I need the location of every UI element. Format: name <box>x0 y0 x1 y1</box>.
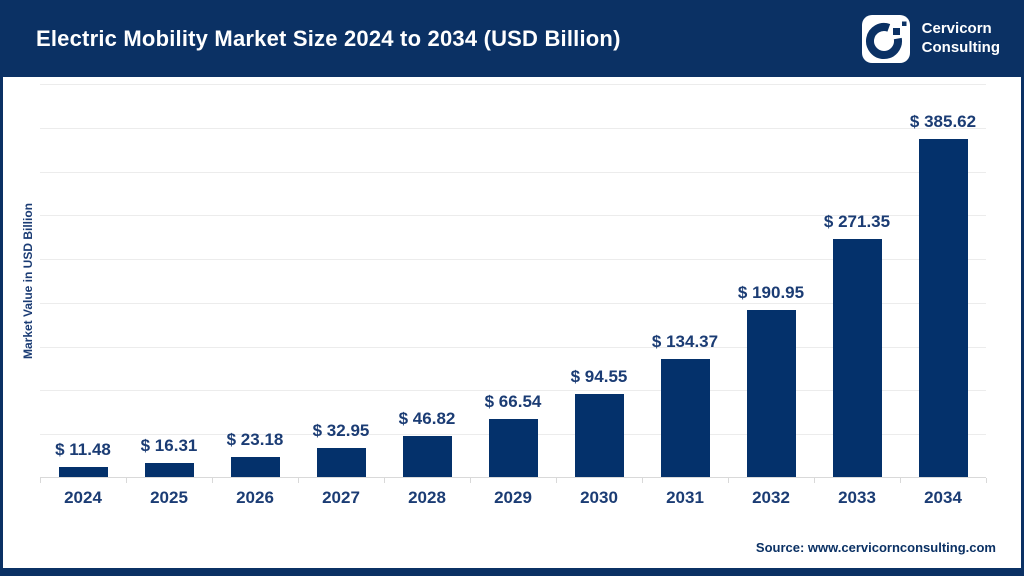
gridline-100 <box>40 390 986 392</box>
gridline-300 <box>40 215 986 217</box>
bottom-border-bar <box>0 568 1024 576</box>
bar-value-label-2027: $ 32.95 <box>312 421 370 441</box>
header-bar: Electric Mobility Market Size 2024 to 20… <box>0 0 1024 77</box>
x-axis-label-2031: 2031 <box>666 488 704 507</box>
source-text: Source: www.cervicornconsulting.com <box>755 540 996 555</box>
bar-2028 <box>402 436 452 477</box>
x-axis-tick <box>728 478 729 483</box>
x-axis-label-2028: 2028 <box>408 488 446 507</box>
bar-2029 <box>488 418 538 477</box>
bar-value-label-2031: $ 134.37 <box>651 332 719 352</box>
brand-name: Cervicorn Consulting <box>922 20 1000 58</box>
gridline-150 <box>40 346 986 348</box>
x-axis-tick <box>470 478 471 483</box>
x-axis-tick <box>986 478 987 483</box>
x-axis-label-2026: 2026 <box>236 488 274 507</box>
gridline-200 <box>40 302 986 304</box>
right-border <box>1021 0 1024 576</box>
x-axis-label-2032: 2032 <box>752 488 790 507</box>
x-axis-tick <box>384 478 385 483</box>
y-axis-title: Market Value in USD Billion <box>21 202 35 360</box>
brand-name-line2: Consulting <box>921 39 1000 56</box>
bar-2030 <box>574 394 624 477</box>
x-axis-label-2034: 2034 <box>924 488 962 507</box>
x-axis-line <box>40 477 986 478</box>
bar-value-label-2029: $ 66.54 <box>484 391 542 411</box>
x-axis-label-2033: 2033 <box>838 488 876 507</box>
page-title: Electric Mobility Market Size 2024 to 20… <box>36 25 621 51</box>
x-axis-label-2027: 2027 <box>322 488 360 507</box>
gridline-250 <box>40 259 986 261</box>
bar-value-label-2026: $ 23.18 <box>226 429 284 449</box>
bar-value-label-2028: $ 46.82 <box>398 409 456 429</box>
bar-2025 <box>144 462 194 477</box>
x-axis-tick <box>298 478 299 483</box>
bar-2026 <box>230 456 280 477</box>
x-axis-tick <box>40 478 41 483</box>
bar-2031 <box>660 359 710 477</box>
bar-2024 <box>58 466 108 477</box>
x-axis-tick <box>814 478 815 483</box>
bar-2027 <box>316 448 366 477</box>
x-axis-label-2029: 2029 <box>494 488 532 507</box>
bar-value-label-2025: $ 16.31 <box>140 435 198 455</box>
bar-2032 <box>746 309 796 477</box>
bar-2033 <box>832 239 882 477</box>
x-axis-tick <box>900 478 901 483</box>
bar-2034 <box>918 139 968 477</box>
bar-chart-plot-area: $ 11.48 2024 $ 16.31 2025 $ 23.18 2026 $ 32.95… <box>40 84 987 507</box>
x-axis-tick <box>556 478 557 483</box>
x-axis-tick <box>126 478 127 483</box>
gridline-450 <box>40 84 986 85</box>
bar-value-label-2033: $ 271.35 <box>823 212 891 232</box>
bar-value-label-2032: $ 190.95 <box>737 282 805 302</box>
bar-value-label-2034: $ 385.62 <box>909 112 977 132</box>
bar-value-label-2030: $ 94.55 <box>570 367 628 387</box>
x-axis-tick <box>642 478 643 483</box>
brand-logo: Cervicorn Consulting <box>861 15 1000 63</box>
x-axis-label-2030: 2030 <box>580 488 618 507</box>
brand-name-line1: Cervicorn <box>921 20 992 38</box>
gridline-350 <box>40 171 986 173</box>
bar-value-label-2024: $ 11.48 <box>55 439 111 459</box>
left-border <box>0 0 3 576</box>
x-axis-label-2025: 2025 <box>150 488 188 507</box>
x-axis-tick <box>212 478 213 483</box>
gridline-400 <box>40 127 986 129</box>
x-axis-label-2024: 2024 <box>64 488 102 507</box>
cervicorn-logo-icon <box>861 15 910 63</box>
